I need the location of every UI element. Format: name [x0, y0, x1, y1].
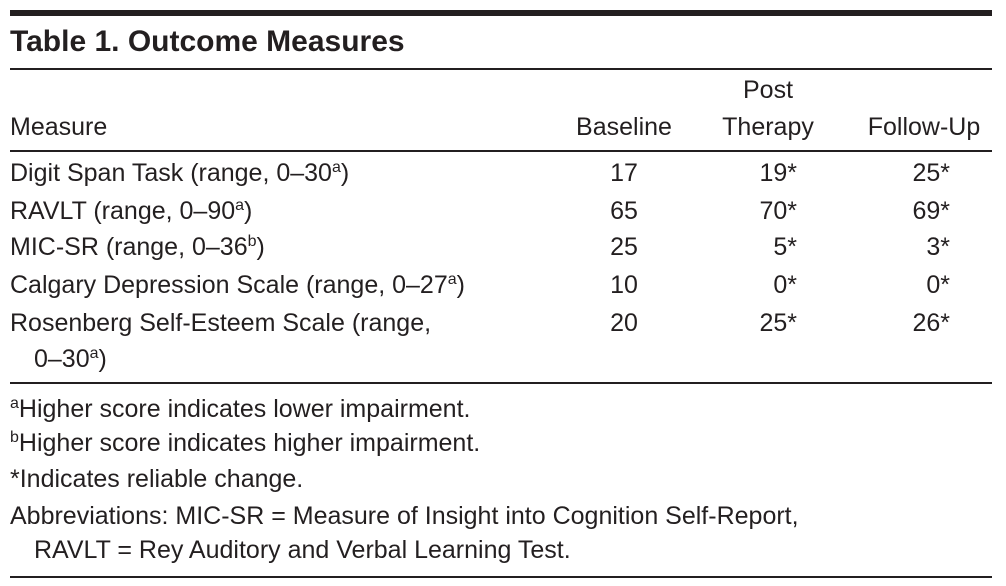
footnote-mark: a [10, 395, 19, 412]
measure-text: Digit Span Task (range, 0–30 [10, 159, 332, 187]
measure-text: ) [98, 345, 107, 373]
follow-up-cell: 25* [912, 159, 950, 187]
measure-cell: RAVLT (range, 0–90a) [10, 196, 252, 226]
measure-sup: a [447, 271, 457, 288]
header-baseline: Baseline [576, 113, 672, 141]
abbreviations: RAVLT = Rey Auditory and Verbal Learning… [34, 536, 571, 564]
measure-text: MIC-SR (range, 0–36 [10, 233, 248, 261]
measure-sup: a [89, 345, 99, 362]
follow-up-cell: 69* [912, 197, 950, 225]
post-therapy-cell: 19* [759, 159, 797, 187]
top-rule [10, 10, 992, 16]
baseline-cell: 20 [610, 309, 638, 337]
header-follow-up: Follow-Up [867, 113, 981, 141]
header-rule [10, 150, 992, 152]
abbreviations: Abbreviations: MIC-SR = Measure of Insig… [10, 502, 799, 530]
body-rule [10, 382, 992, 384]
measure-cell: Calgary Depression Scale (range, 0–27a) [10, 270, 465, 300]
baseline-cell: 65 [610, 197, 638, 225]
measure-sup: b [247, 233, 257, 250]
post-therapy-cell: 25* [759, 309, 797, 337]
baseline-cell: 25 [610, 233, 638, 261]
title-rule [10, 68, 992, 70]
footnote-mark: b [10, 429, 19, 446]
footnote-text: Higher score indicates higher impairment… [18, 429, 481, 457]
post-therapy-cell: 0* [773, 271, 797, 299]
post-therapy-cell: 70* [759, 197, 797, 225]
measure-sup: a [331, 159, 341, 176]
measure-text: Calgary Depression Scale (range, 0–27 [10, 271, 448, 299]
footnote: aHigher score indicates lower impairment… [10, 394, 470, 424]
header-therapy: Therapy [722, 113, 814, 141]
measure-cell: 0–30a) [34, 344, 107, 374]
measure-cell: Digit Span Task (range, 0–30a) [10, 158, 349, 188]
footnote-text: Higher score indicates lower impairment. [18, 395, 471, 423]
measure-cell: MIC-SR (range, 0–36b) [10, 232, 265, 262]
table-title: Table 1. Outcome Measures [10, 25, 405, 58]
follow-up-cell: 0* [926, 271, 950, 299]
header-post: Post [742, 76, 794, 104]
measure-text: RAVLT (range, 0–90 [10, 197, 236, 225]
measure-text: ) [256, 233, 265, 261]
measure-text: ) [456, 271, 465, 299]
post-therapy-cell: 5* [773, 233, 797, 261]
measure-cell: Rosenberg Self-Esteem Scale (range, [10, 309, 432, 337]
footnote: bHigher score indicates higher impairmen… [10, 428, 480, 458]
header-measure: Measure [10, 113, 108, 141]
footnote: *Indicates reliable change. [10, 465, 304, 493]
follow-up-cell: 26* [912, 309, 950, 337]
measure-sup: a [235, 197, 245, 214]
measure-text: ) [244, 197, 253, 225]
measure-text: ) [340, 159, 350, 187]
measure-text: 0–30 [34, 345, 90, 373]
baseline-cell: 17 [610, 159, 638, 187]
follow-up-cell: 3* [926, 233, 950, 261]
bottom-rule [10, 576, 992, 578]
baseline-cell: 10 [610, 271, 638, 299]
